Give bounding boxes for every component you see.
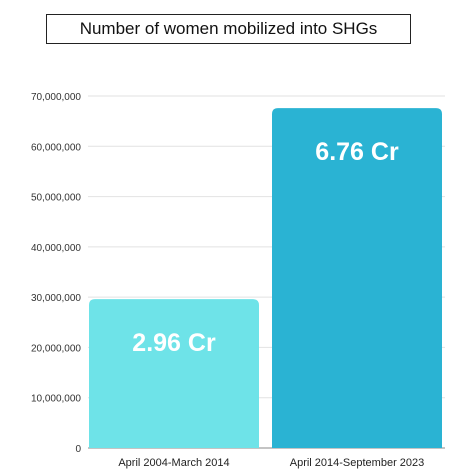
chart-title: Number of women mobilized into SHGs	[46, 14, 411, 44]
y-tick-label: 60,000,000	[31, 142, 81, 153]
y-tick-label: 40,000,000	[31, 243, 81, 254]
y-tick-label: 10,000,000	[31, 394, 81, 405]
y-tick-label: 0	[75, 444, 81, 455]
y-tick-label: 70,000,000	[31, 92, 81, 103]
y-tick-label: 30,000,000	[31, 293, 81, 304]
y-tick-label: 20,000,000	[31, 343, 81, 354]
y-tick-label: 50,000,000	[31, 193, 81, 204]
bar	[272, 108, 442, 448]
x-tick-label: April 2004-March 2014	[118, 457, 229, 469]
data-label: 2.96 Cr	[132, 329, 216, 357]
data-label: 6.76 Cr	[315, 138, 399, 166]
x-tick-label: April 2014-September 2023	[290, 457, 425, 469]
bar	[89, 299, 259, 448]
